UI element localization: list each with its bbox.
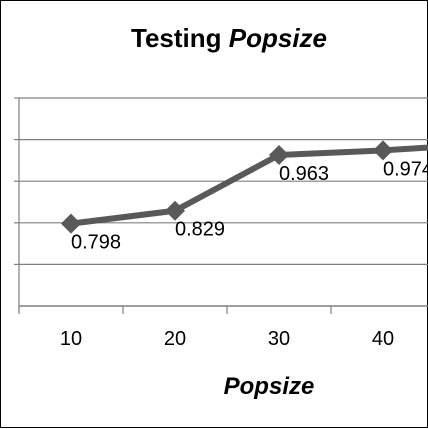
data-point-10 — [61, 213, 81, 234]
data-label-10: 0.798 — [71, 232, 121, 254]
x-tick-label-20: 20 — [164, 328, 186, 350]
x-tick-label-30: 30 — [268, 328, 290, 350]
series-popsize — [61, 140, 428, 234]
series-line-0 — [70, 144, 428, 227]
chart-title-emph: Popsize — [229, 23, 327, 53]
data-label-40: 0.974 — [383, 158, 428, 180]
chart-title-main: Testing — [131, 23, 229, 53]
data-point-30 — [269, 144, 289, 165]
data-point-40 — [373, 140, 393, 161]
x-tick-label-40: 40 — [372, 328, 394, 350]
x-axis-label: Popsize — [224, 373, 315, 400]
x-tick-label-10: 10 — [60, 328, 82, 350]
data-point-20 — [165, 200, 185, 221]
x-axis: 10 20 30 40 — [14, 97, 428, 350]
data-label-30: 0.963 — [279, 163, 329, 185]
data-label-20: 0.829 — [175, 219, 225, 241]
data-labels: 0.798 0.829 0.963 0.974 — [71, 158, 428, 253]
chart-title: Testing Popsize — [131, 23, 327, 53]
